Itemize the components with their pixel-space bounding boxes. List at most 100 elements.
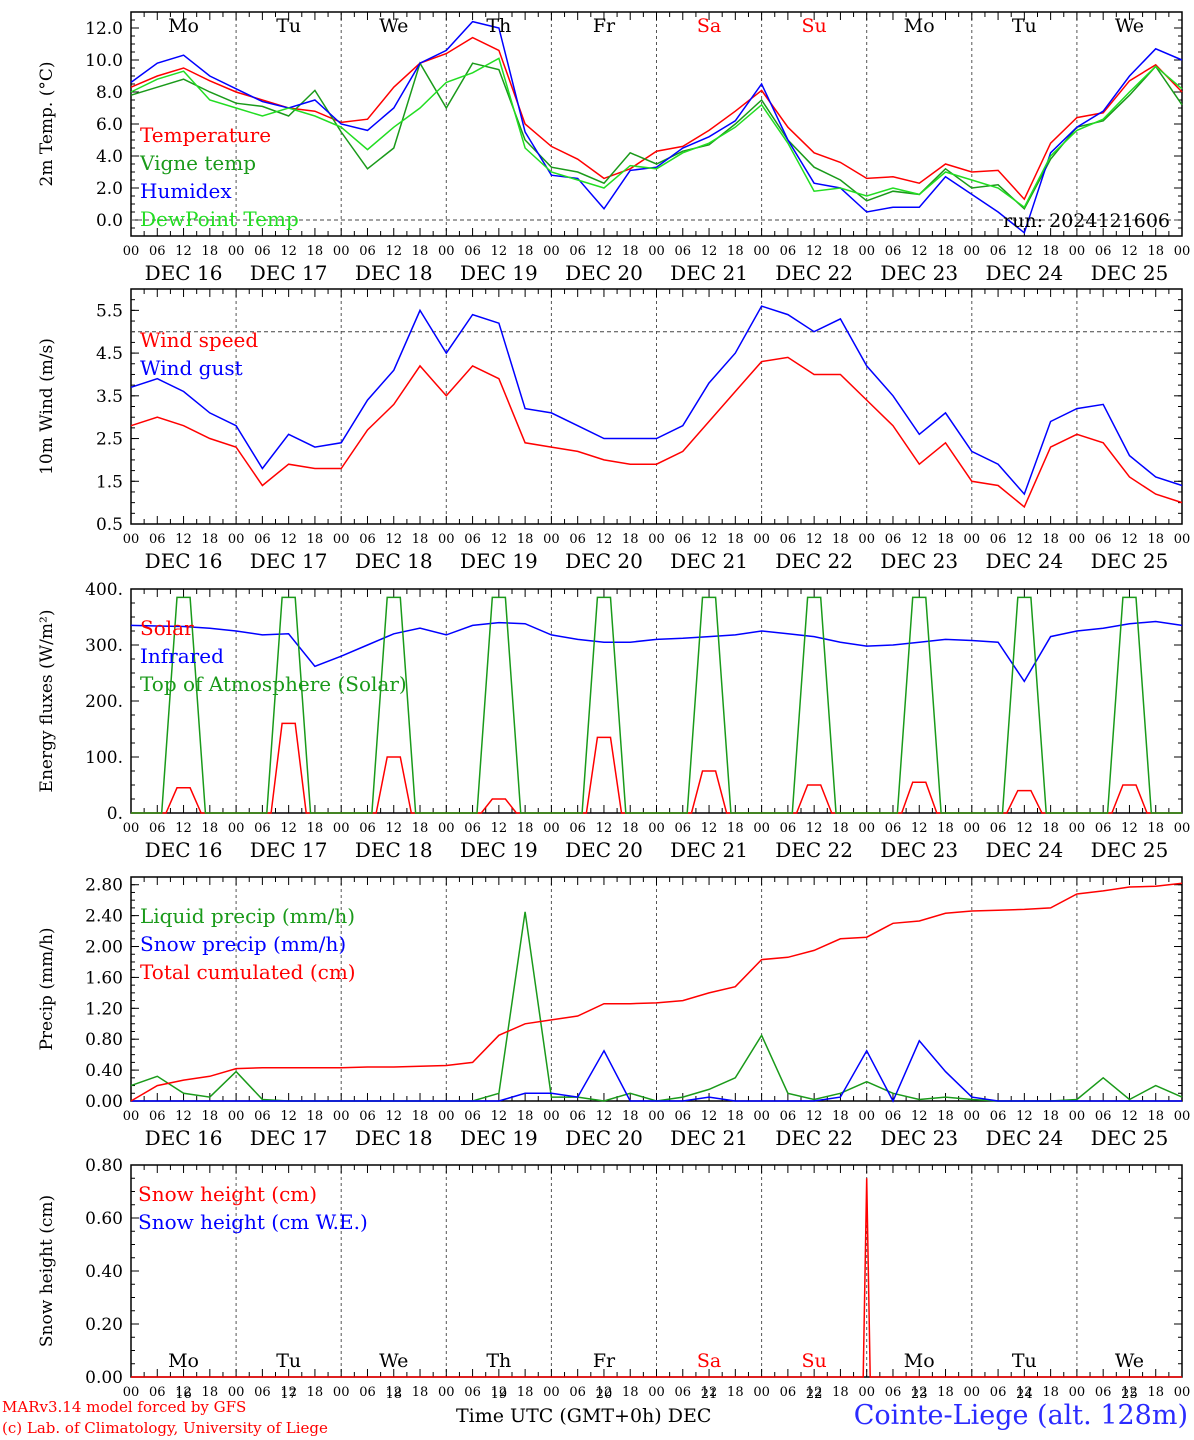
y-tick-label: 4.5: [96, 344, 123, 364]
hour-tick-label: 00: [228, 1385, 245, 1400]
legend-entry: Snow height (cm): [138, 1182, 317, 1206]
hour-tick-label: 00: [333, 1109, 350, 1124]
hour-tick-label: 12: [491, 1109, 508, 1124]
day-abbr-label: Su: [802, 15, 827, 37]
hour-tick-label: 18: [1147, 532, 1164, 547]
day-abbr-label: Sa: [697, 15, 721, 37]
hour-tick-label: 06: [780, 1109, 797, 1124]
hour-tick-label: 12: [1016, 1109, 1033, 1124]
day-number-label: 18: [385, 1387, 402, 1402]
hour-tick-label: 12: [701, 244, 718, 259]
hour-tick-label: 12: [1121, 532, 1138, 547]
date-label: DEC 25: [1091, 261, 1169, 285]
hour-tick-label: 18: [1042, 1385, 1059, 1400]
day-abbr-label: Tu: [276, 1350, 301, 1372]
hour-tick-label: 18: [202, 244, 219, 259]
hour-tick-label: 00: [543, 1109, 560, 1124]
hour-tick-label: 06: [675, 1385, 692, 1400]
panel-4: [130, 876, 1183, 1103]
y-tick-label: 200.: [85, 692, 123, 712]
y-tick-label: 300.: [85, 636, 123, 656]
hour-tick-label: 06: [254, 1385, 271, 1400]
y-tick-label: 0.00: [85, 1092, 123, 1112]
day-number-label: 16: [175, 1387, 192, 1402]
day-abbr-label: Fr: [593, 15, 616, 37]
day-abbr-label: Tu: [1012, 15, 1037, 37]
hour-tick-label: 06: [1095, 1109, 1112, 1124]
hour-tick-label: 06: [675, 532, 692, 547]
date-label: DEC 16: [145, 838, 223, 862]
hour-tick-label: 00: [1174, 821, 1191, 836]
legend-entry: Wind speed: [140, 328, 258, 352]
series-line: [130, 61, 1183, 211]
hour-tick-label: 00: [333, 532, 350, 547]
hour-tick-label: 18: [937, 244, 954, 259]
date-label: DEC 18: [355, 549, 433, 573]
y-tick-label: 4.0: [96, 147, 123, 167]
day-abbr-label: Th: [486, 15, 511, 37]
hour-tick-label: 00: [964, 1385, 981, 1400]
hour-tick-label: 18: [727, 244, 744, 259]
hour-tick-label: 18: [1147, 1385, 1164, 1400]
hour-tick-label: 18: [1042, 821, 1059, 836]
hour-tick-label: 06: [359, 532, 376, 547]
y-tick-label: 3.5: [96, 387, 123, 407]
hour-tick-label: 12: [596, 244, 613, 259]
series-line: [130, 36, 1183, 201]
hour-tick-label: 00: [228, 244, 245, 259]
y-tick-label: 10.0: [85, 51, 123, 71]
day-abbr-label: Mo: [904, 15, 935, 37]
hour-tick-label: 06: [464, 821, 481, 836]
hour-tick-label: 12: [701, 1109, 718, 1124]
day-abbr-label: Mo: [904, 1350, 935, 1372]
hour-tick-label: 00: [858, 532, 875, 547]
day-number-label: 22: [806, 1387, 823, 1402]
hour-tick-label: 18: [307, 821, 324, 836]
hour-tick-label: 06: [254, 821, 271, 836]
date-label: DEC 20: [565, 838, 643, 862]
hour-tick-label: 00: [1069, 532, 1086, 547]
day-abbr-label: Mo: [168, 1350, 199, 1372]
hour-tick-label: 00: [753, 532, 770, 547]
hour-tick-label: 06: [990, 532, 1007, 547]
panel-frame: [130, 11, 1183, 237]
hour-tick-label: 18: [1042, 532, 1059, 547]
hour-tick-label: 00: [1174, 244, 1191, 259]
y-tick-label: 0.5: [96, 515, 123, 535]
hour-tick-label: 12: [1016, 1385, 1033, 1400]
date-label: DEC 22: [775, 838, 853, 862]
hour-tick-label: 18: [622, 1109, 639, 1124]
hour-tick-label: 06: [1095, 1385, 1112, 1400]
date-label: DEC 22: [775, 261, 853, 285]
date-label: DEC 24: [985, 261, 1063, 285]
date-label: DEC 16: [145, 1126, 223, 1150]
hour-tick-label: 12: [596, 1109, 613, 1124]
hour-tick-label: 12: [175, 532, 192, 547]
y-tick-label: 0.0: [96, 211, 123, 231]
day-number-label: 23: [911, 1387, 928, 1402]
hour-tick-label: 00: [858, 821, 875, 836]
day-abbr-label: We: [379, 15, 408, 37]
date-label: DEC 19: [460, 838, 538, 862]
date-label: DEC 22: [775, 1126, 853, 1150]
hour-tick-label: 18: [517, 532, 534, 547]
y-tick-label: 1.60: [85, 968, 123, 988]
series-line: [130, 356, 1183, 509]
hour-tick-label: 18: [202, 532, 219, 547]
hour-tick-label: 00: [1174, 532, 1191, 547]
hour-tick-label: 12: [175, 821, 192, 836]
hour-tick-label: 18: [412, 1385, 429, 1400]
hour-tick-label: 00: [648, 1385, 665, 1400]
y-tick-label: 0.20: [85, 1315, 123, 1335]
y-tick-label: 2.40: [85, 907, 123, 927]
hour-tick-label: 18: [412, 1109, 429, 1124]
hour-tick-label: 06: [254, 532, 271, 547]
y-tick-label: 0.: [107, 804, 123, 824]
hour-tick-label: 12: [175, 1385, 192, 1400]
hour-tick-label: 18: [727, 1385, 744, 1400]
date-label: DEC 25: [1091, 838, 1169, 862]
day-number-label: 21: [701, 1387, 718, 1402]
hour-tick-label: 06: [149, 1385, 166, 1400]
hour-tick-label: 06: [780, 244, 797, 259]
hour-tick-label: 06: [359, 1385, 376, 1400]
